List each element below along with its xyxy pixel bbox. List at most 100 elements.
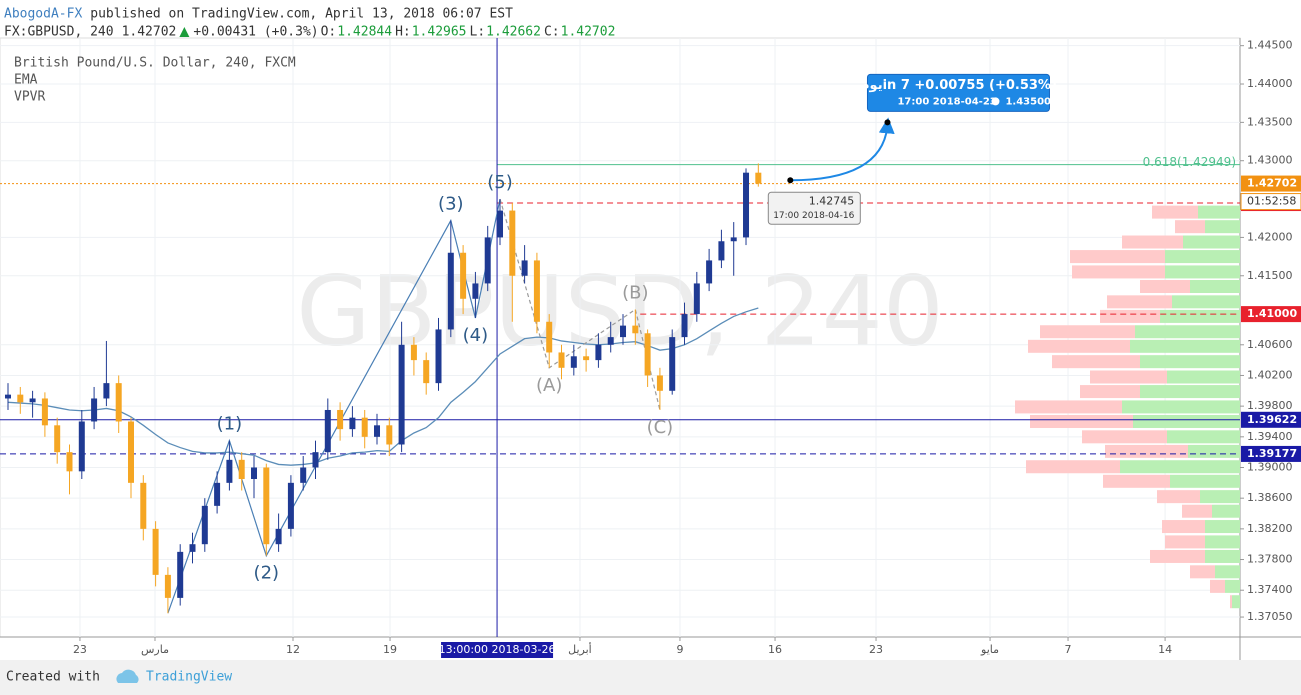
y-tick-label: 1.37400: [1247, 583, 1293, 596]
vpvr-up: [1140, 385, 1240, 399]
candle-body: [570, 356, 577, 368]
candle-body: [214, 482, 221, 506]
vpvr-up: [1170, 474, 1240, 488]
candle-body: [423, 360, 430, 384]
candle-body: [410, 344, 417, 361]
price-tag: [1241, 445, 1301, 462]
vpvr-down: [1052, 355, 1140, 369]
vpvr-down: [1070, 250, 1165, 264]
candle-body: [54, 425, 61, 453]
vpvr-up: [1165, 265, 1240, 279]
published: published on TradingView.com, April 13, …: [90, 7, 513, 22]
crosshair-label: 13:00:00 2018-03-26: [439, 643, 556, 656]
price-tag-label: 1.39622: [1247, 413, 1297, 426]
candle-body: [398, 344, 405, 445]
wave-label: (3): [438, 194, 464, 215]
x-tick-label: 23: [869, 643, 883, 656]
wave-label: (C): [647, 417, 674, 438]
ohlc-value: 1.42662: [486, 25, 541, 40]
vpvr-up: [1198, 205, 1240, 219]
ohlc-value: 1.42702: [561, 25, 616, 40]
vpvr-down: [1122, 235, 1183, 249]
candle-body: [324, 409, 331, 453]
vpvr-down: [1026, 460, 1120, 474]
y-tick-label: 1.39000: [1247, 461, 1293, 474]
candle-body: [669, 337, 676, 391]
candle-body: [103, 383, 110, 399]
projection-time: 17:00 2018-04-23: [897, 96, 996, 107]
candle-body: [435, 329, 442, 384]
vpvr-down: [1040, 325, 1135, 339]
candle-body: [656, 375, 663, 391]
y-tick-label: 1.37800: [1247, 553, 1293, 566]
projection-box: [866, 73, 1050, 112]
crosshair-tag: [441, 642, 554, 658]
vpvr-up: [1205, 520, 1240, 534]
vpvr-up: [1135, 325, 1240, 339]
candle-body: [263, 467, 270, 545]
y-tick-label: 1.39800: [1247, 399, 1293, 412]
vpvr-up: [1183, 235, 1240, 249]
price-tag: [1241, 306, 1301, 323]
x-tick-label: 23: [73, 643, 87, 656]
wave-label: (4): [463, 325, 489, 346]
vpvr-up: [1205, 535, 1240, 549]
price-tag: [1241, 411, 1301, 428]
x-tick-label: 16: [768, 643, 782, 656]
candle-body: [743, 172, 750, 238]
candle-body: [78, 421, 85, 472]
candle-body: [447, 252, 454, 330]
vpvr-up: [1120, 460, 1240, 474]
candle-body: [300, 467, 307, 483]
clock-icon: [991, 97, 1000, 106]
x-tick-label: 7: [1065, 643, 1072, 656]
vpvr-down: [1182, 504, 1212, 518]
vpvr-down: [1082, 430, 1167, 444]
ohlc-key: L:: [470, 25, 486, 40]
candle-body: [140, 482, 147, 529]
x-tick-label: 14: [1158, 643, 1172, 656]
vpvr-down: [1100, 309, 1160, 323]
x-tick-label: مارس: [141, 643, 169, 656]
candle-body: [595, 344, 602, 361]
candle-body: [472, 283, 479, 299]
vpvr-up: [1165, 250, 1240, 264]
y-tick-label: 1.42000: [1247, 230, 1293, 243]
candle-body: [546, 321, 553, 353]
vpvr-up: [1167, 430, 1240, 444]
candle-body: [484, 237, 491, 284]
vpvr-down: [1105, 444, 1188, 458]
vpvr-down: [1015, 400, 1122, 414]
vpvr-down: [1090, 370, 1167, 384]
vpvr-up: [1232, 595, 1240, 609]
watermark: GBPUSD, 240: [296, 255, 944, 367]
price-tag: [1241, 175, 1301, 192]
vpvr-up: [1205, 549, 1240, 563]
vpvr-up: [1215, 565, 1240, 579]
price-tag-label: 1.39177: [1247, 447, 1297, 460]
legend-item: British Pound/U.S. Dollar, 240, FXCM: [14, 56, 296, 71]
candle-body: [127, 421, 134, 483]
candle-body: [706, 260, 713, 284]
candle-body: [41, 398, 48, 426]
vpvr-up: [1205, 220, 1240, 234]
footer-brand[interactable]: TradingView: [146, 670, 232, 685]
projection-change: يومin 7 +0.00755 (+0.53%): [860, 78, 1057, 93]
vpvr-down: [1165, 535, 1205, 549]
candle-body: [755, 172, 762, 184]
y-tick-label: 1.40600: [1247, 338, 1293, 351]
candle-body: [374, 425, 381, 437]
vpvr-down: [1072, 265, 1165, 279]
candle-body: [4, 394, 11, 399]
candle-body: [533, 260, 540, 322]
countdown: 01:52:58: [1247, 195, 1296, 208]
ohlc-key: O:: [321, 25, 337, 40]
vpvr-up: [1167, 370, 1240, 384]
candle-body: [337, 409, 344, 430]
symbol: FX:GBPUSD, 240: [4, 25, 114, 40]
candle-body: [361, 417, 368, 437]
candle-body: [509, 210, 516, 276]
projection-arrow: [790, 117, 895, 182]
vpvr-up: [1200, 490, 1240, 504]
